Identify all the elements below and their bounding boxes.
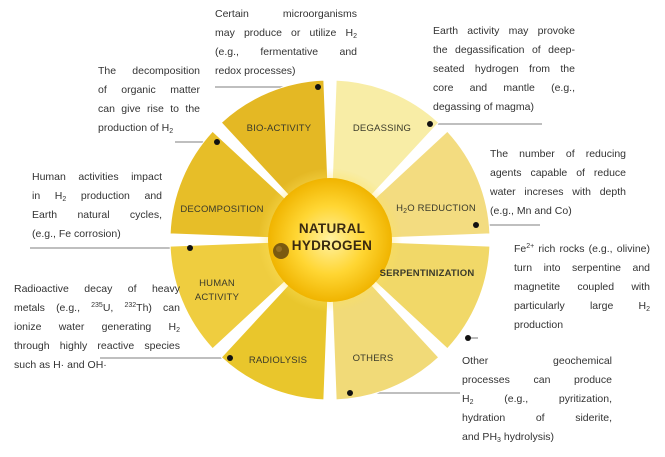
- marker-dot-decomposition: [214, 139, 220, 145]
- marker-dot-human: [187, 245, 193, 251]
- marker-dot-reduction: [473, 222, 479, 228]
- note-radiolysis: Radioactive decay of heavy metals (e.g.,…: [14, 283, 180, 371]
- note-microorganisms: Certain microorganisms may produce or ut…: [215, 8, 357, 77]
- center-title-line2: HYDROGEN: [292, 238, 372, 253]
- segment-label-radiolysis: RADIOLYSIS: [249, 355, 307, 366]
- marker-dot-radiolysis: [227, 355, 233, 361]
- segment-label-decomposition: DECOMPOSITION: [180, 204, 263, 215]
- marker-dot-bioactivity: [315, 84, 321, 90]
- marker-dot-serpentinization: [465, 335, 471, 341]
- segment-label-others: OTHERS: [353, 353, 394, 364]
- center-title-line1: NATURAL: [299, 221, 365, 236]
- note-reduction: The number of reducing agents capable of…: [490, 148, 626, 217]
- sun-core: [268, 178, 392, 302]
- segment-label-degassing: DEGASSING: [353, 123, 411, 134]
- note-decomposition: The decomposition of organic matter can …: [98, 65, 200, 135]
- segment-label-human-activity-1: HUMAN: [199, 278, 235, 289]
- segment-label-human-activity-2: ACTIVITY: [195, 292, 240, 303]
- segment-label-serpentinization: SERPENTINIZATION: [380, 268, 475, 279]
- note-others: Other geochemical processes can produce …: [462, 355, 612, 444]
- note-degassing: Earth activity may provoke the degassifi…: [433, 25, 575, 113]
- segment-label-bio-activity: BIO-ACTIVITY: [247, 123, 312, 134]
- note-serpentinization: Fe2+ rich rocks (e.g., olivine) turn int…: [514, 243, 650, 331]
- marker-dot-others: [347, 390, 353, 396]
- marker-dot-degassing: [427, 121, 433, 127]
- segment-label-h2o-reduction: H2O REDUCTION: [396, 203, 476, 215]
- note-human: Human activities impact in H2 production…: [32, 171, 162, 240]
